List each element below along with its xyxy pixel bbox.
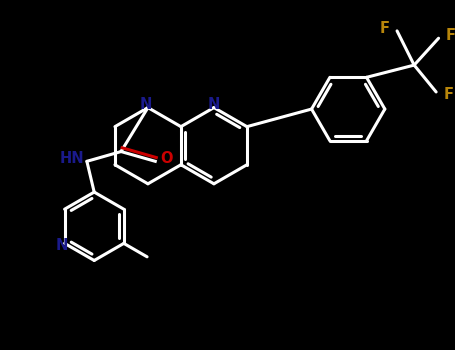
Text: N: N (56, 238, 68, 253)
Text: F: F (443, 87, 453, 102)
Text: F: F (446, 28, 455, 43)
Text: HN: HN (60, 152, 85, 166)
Text: N: N (208, 97, 220, 112)
Text: F: F (380, 21, 390, 36)
Text: O: O (160, 152, 172, 166)
Text: N: N (140, 97, 152, 112)
